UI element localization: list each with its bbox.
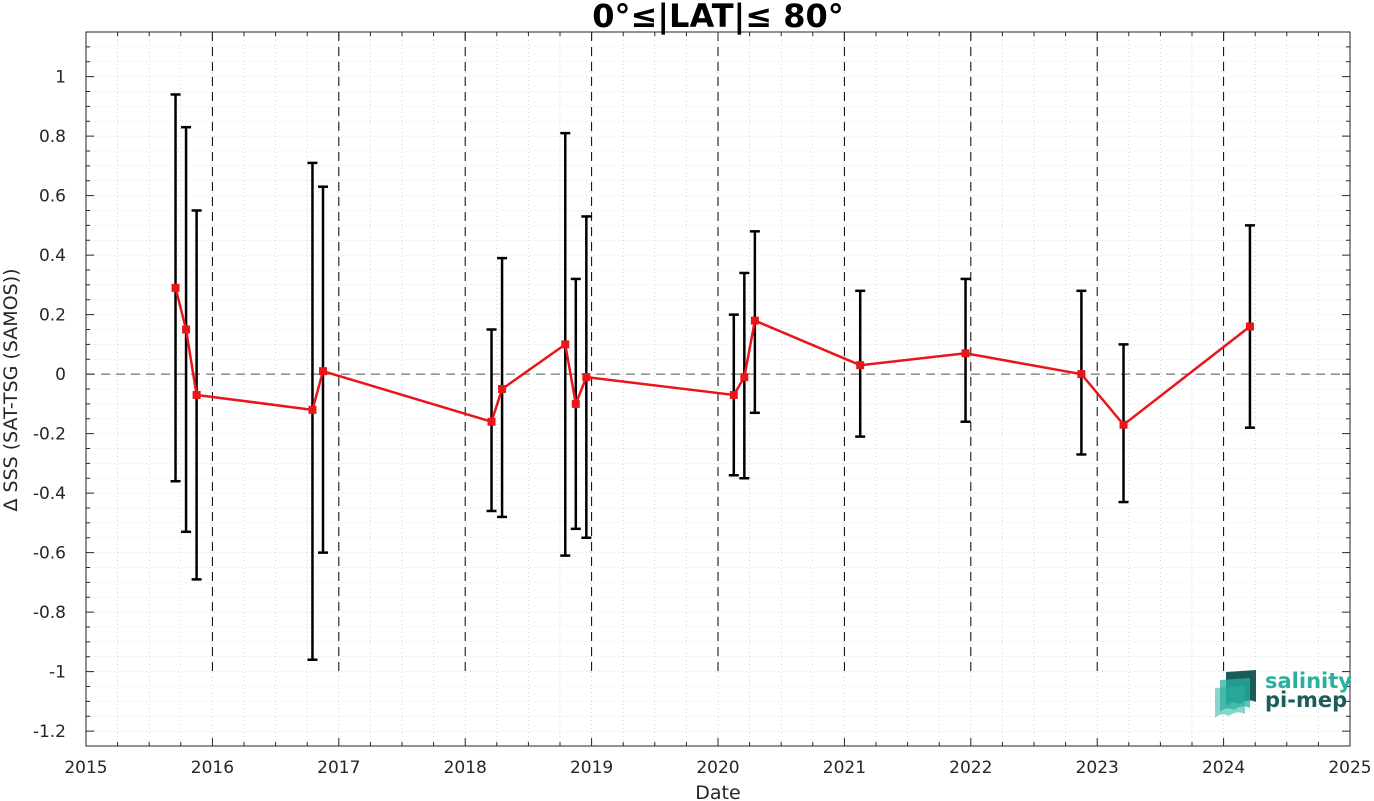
- x-axis-title: Date: [695, 782, 740, 801]
- chart-title: 0°≤|LAT|≤ 80°: [592, 0, 843, 36]
- logo-wave-icon: [1215, 670, 1256, 718]
- y-tick-label: -0.8: [33, 603, 66, 623]
- year-boundary-lines: [211, 32, 1225, 672]
- y-tick-label: -0.6: [33, 544, 66, 564]
- y-tick-label: 0.4: [39, 246, 66, 266]
- x-tick-label: 2023: [1076, 758, 1119, 778]
- y-tick-labels: 1 0.8 0.6 0.4 0.2 0 -0.2 -0.4 -0.6 -0.8 -1 -1.2: [33, 68, 66, 743]
- data-point-marker: [487, 417, 496, 426]
- data-point-marker: [582, 373, 591, 382]
- logo-text-pi-mep: pi-mep: [1265, 688, 1347, 712]
- x-tick-label: 2015: [64, 758, 107, 778]
- y-tick-label: 0.2: [39, 306, 66, 326]
- x-tick-label: 2025: [1328, 758, 1371, 778]
- y-tick-label: 0.8: [39, 127, 66, 147]
- data-point-marker: [319, 367, 327, 376]
- data-point-marker: [856, 361, 865, 370]
- error-bars: [170, 93, 1255, 661]
- x-tick-label: 2021: [823, 758, 866, 778]
- data-point-marker: [750, 316, 759, 325]
- x-tick-labels: 2015 2016 2017 2018 2019 2020 2021 2022 2023 2024…: [64, 758, 1371, 778]
- x-tick-label: 2017: [317, 758, 360, 778]
- y-tick-label: -0.2: [33, 425, 66, 445]
- data-point-marker: [1245, 322, 1254, 331]
- data-point-marker: [729, 390, 738, 399]
- x-tick-label: 2016: [191, 758, 234, 778]
- x-tick-label: 2020: [696, 758, 739, 778]
- y-tick-label: -1: [49, 663, 66, 683]
- data-point-marker: [561, 340, 570, 349]
- logo-text-salinity: salinity: [1265, 669, 1352, 693]
- y-axis-title: Δ SSS (SAT-TSG (SAMOS)): [0, 268, 22, 511]
- data-point-marker: [1119, 420, 1128, 429]
- x-tick-label: 2018: [444, 758, 487, 778]
- y-tick-label: 0: [55, 365, 66, 385]
- y-tick-label: -1.2: [33, 722, 66, 742]
- axis-ticks: [85, 31, 1351, 747]
- data-point-marker: [498, 385, 507, 393]
- data-point-marker: [192, 390, 201, 399]
- y-tick-label: 0.6: [39, 187, 66, 207]
- y-tick-label: -0.4: [33, 484, 66, 504]
- x-tick-label: 2024: [1202, 758, 1245, 778]
- x-tick-label: 2022: [949, 758, 992, 778]
- y-tick-label: 1: [55, 68, 66, 88]
- data-point-marker: [171, 283, 180, 292]
- data-point-marker: [1077, 370, 1086, 379]
- series-line: [174, 287, 1251, 427]
- x-tick-label: 2019: [570, 758, 613, 778]
- data-point-marker: [740, 373, 749, 382]
- data-point-marker: [961, 349, 970, 358]
- data-point-marker: [571, 399, 580, 408]
- data-series: [171, 283, 1254, 429]
- data-point-marker: [308, 405, 317, 414]
- salinity-pi-mep-logo: salinity pi-mep: [1215, 669, 1352, 718]
- data-point-marker: [182, 325, 191, 334]
